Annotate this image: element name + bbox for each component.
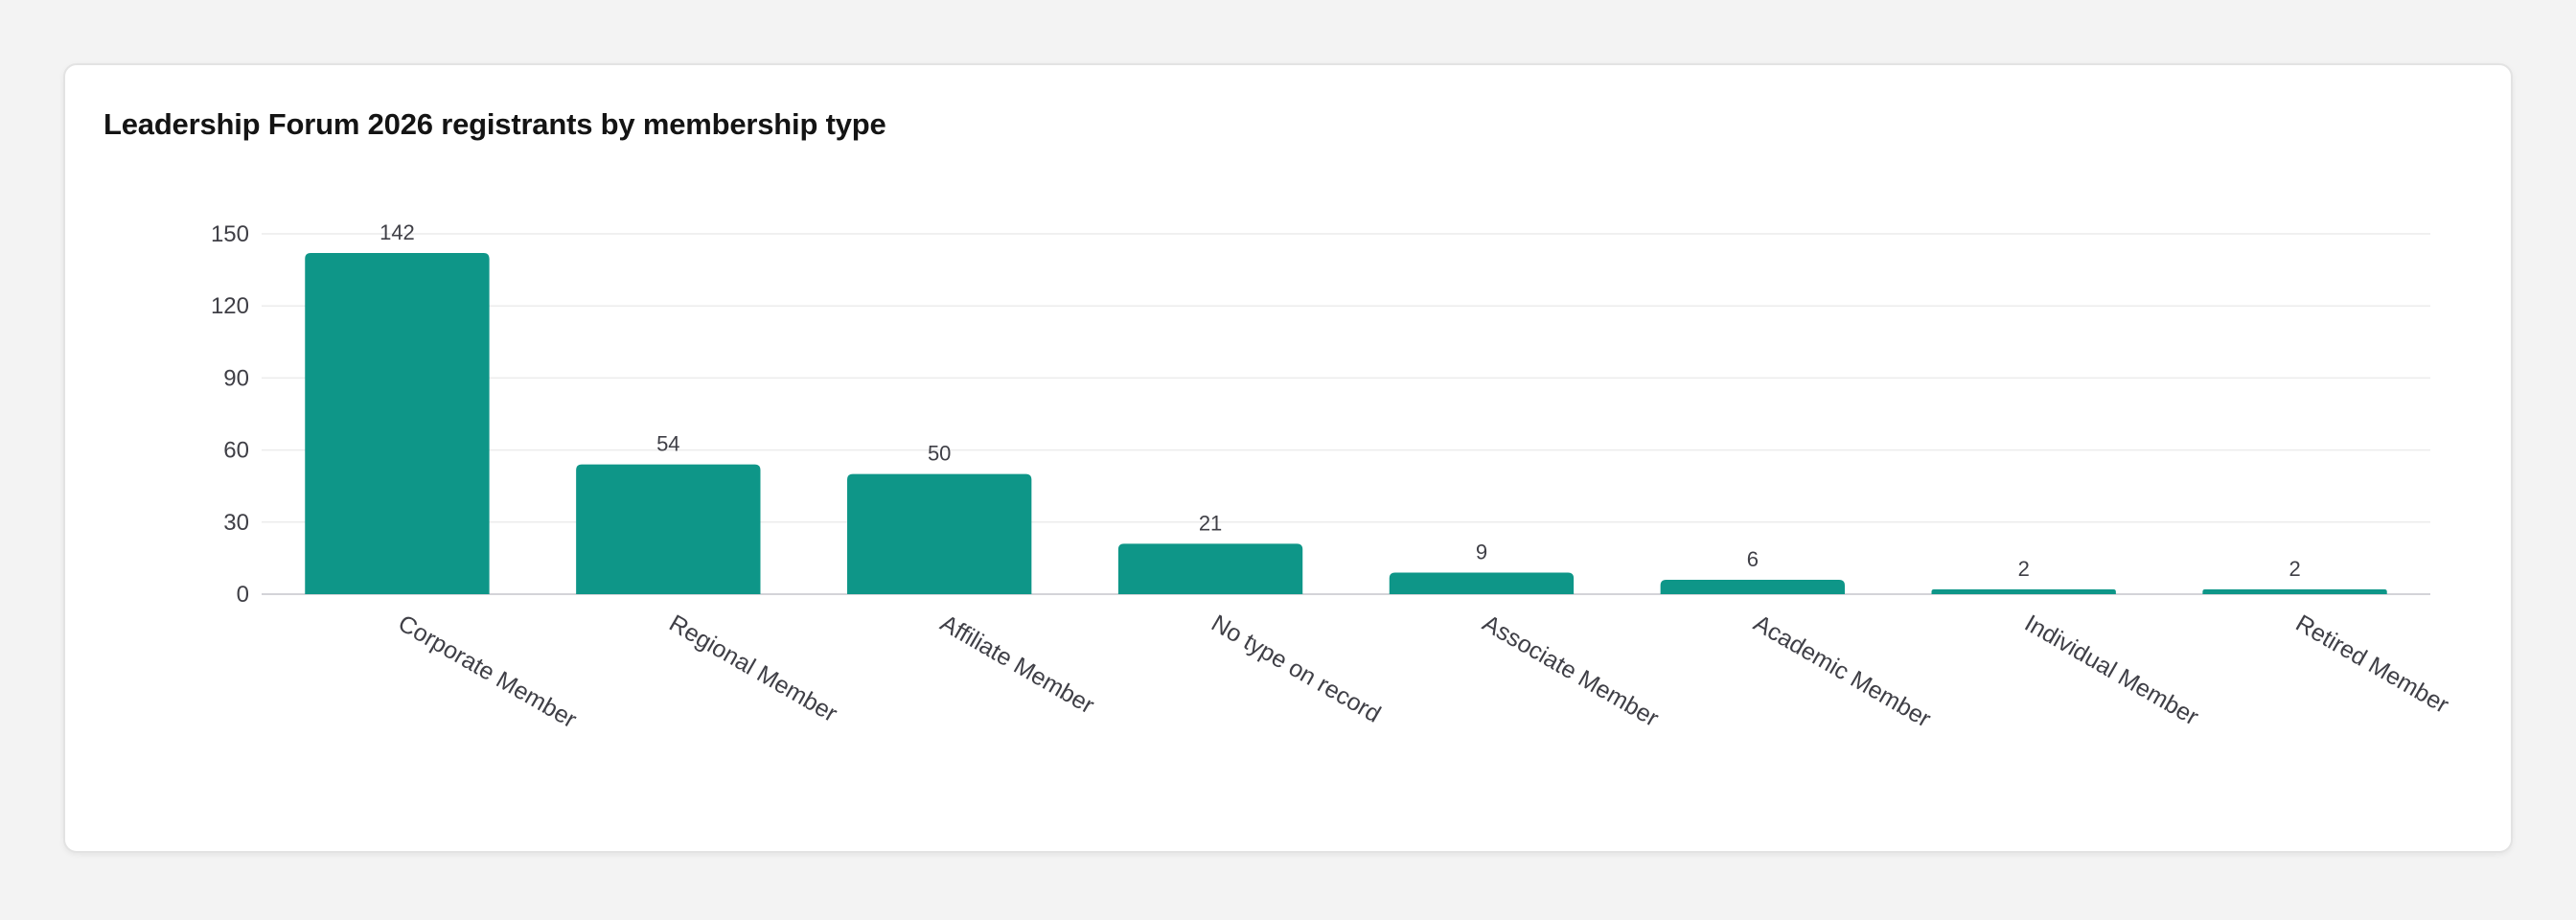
chart-card: Leadership Forum 2026 registrants by mem… xyxy=(63,63,2513,853)
x-tick-label: Retired Member xyxy=(2291,610,2453,719)
data-label: 54 xyxy=(656,432,679,456)
x-tick-label: Associate Member xyxy=(1478,610,1663,732)
bar[interactable] xyxy=(1931,588,2116,594)
bar[interactable] xyxy=(2202,588,2387,594)
data-label: 2 xyxy=(2018,557,2030,581)
y-tick-label: 0 xyxy=(237,582,249,608)
y-tick-label: 30 xyxy=(223,510,249,536)
data-label: 21 xyxy=(1199,511,1222,535)
x-tick-label: Corporate Member xyxy=(394,610,582,733)
y-tick-label: 90 xyxy=(223,365,249,391)
y-tick-label: 60 xyxy=(223,438,249,464)
x-tick-label: Affiliate Member xyxy=(935,610,1098,719)
bar[interactable] xyxy=(847,473,1032,594)
bars xyxy=(305,253,2387,594)
data-label: 6 xyxy=(1747,547,1759,571)
data-label: 9 xyxy=(1476,540,1487,564)
data-labels: 142 54 50 21 9 6 2 2 xyxy=(380,220,2301,581)
y-tick-label: 150 xyxy=(211,221,249,247)
bar[interactable] xyxy=(305,253,490,594)
bar[interactable] xyxy=(1389,572,1575,594)
bar[interactable] xyxy=(1117,543,1303,594)
data-label: 2 xyxy=(2288,557,2300,581)
x-tick-label: Academic Member xyxy=(1749,610,1935,732)
y-axis: 0 30 60 90 120 150 xyxy=(211,221,249,608)
x-axis: Corporate Member Regional Member Affiliate… xyxy=(394,610,2453,733)
bar-chart: 0 30 60 90 120 150 142 54 50 21 9 6 2 2 Corporate Me… xyxy=(211,220,2453,733)
bar[interactable] xyxy=(576,464,761,594)
data-label: 50 xyxy=(928,442,951,466)
y-tick-label: 120 xyxy=(211,293,249,319)
bar[interactable] xyxy=(1660,579,1845,594)
chart-title: Leadership Forum 2026 registrants by mem… xyxy=(104,107,886,141)
data-label: 142 xyxy=(380,220,415,244)
x-tick-label: Individual Member xyxy=(2020,610,2203,730)
x-tick-label: No type on record xyxy=(1207,610,1385,728)
x-tick-label: Regional Member xyxy=(665,610,842,727)
